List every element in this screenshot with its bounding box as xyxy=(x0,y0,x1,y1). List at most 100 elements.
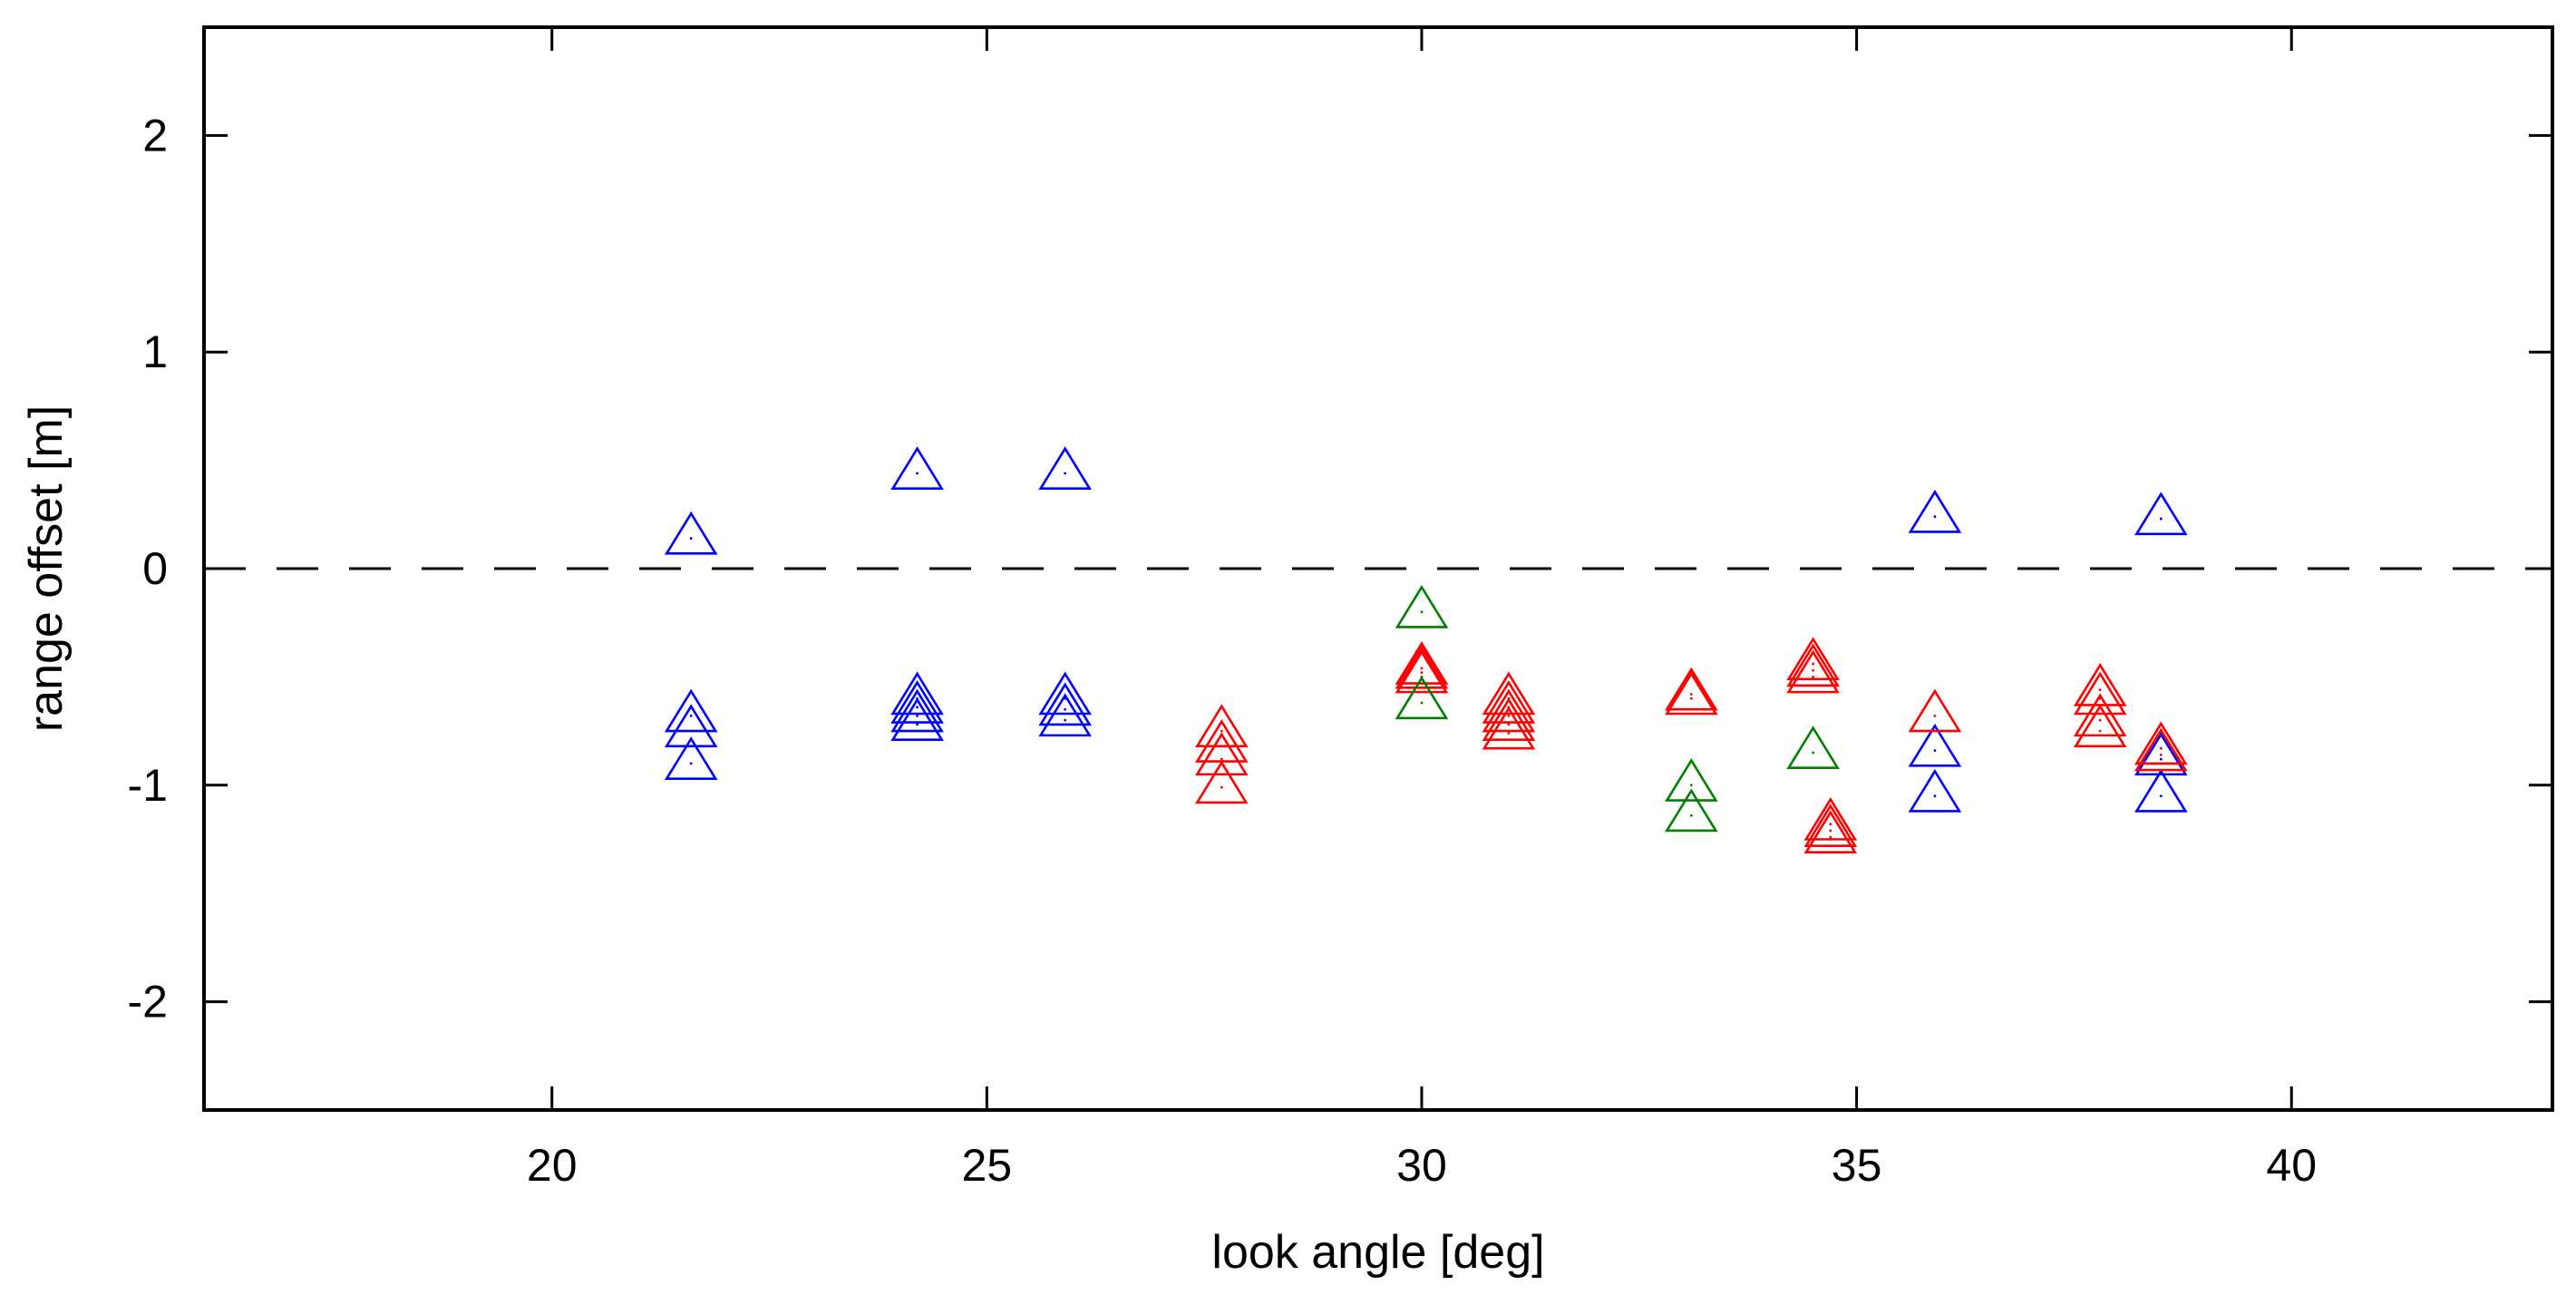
point-blue-2 xyxy=(664,704,718,748)
point-blue-5 xyxy=(890,671,944,716)
point-red-1 xyxy=(1195,719,1249,763)
point-center-dot xyxy=(916,706,919,709)
point-blue-4 xyxy=(890,446,944,490)
y-tick-label: 1 xyxy=(142,326,168,377)
point-blue-15 xyxy=(1908,768,1962,813)
point-center-dot xyxy=(1689,696,1693,700)
point-center-dot xyxy=(1933,749,1937,752)
y-tick-label: 0 xyxy=(142,543,168,594)
point-red-19 xyxy=(1803,810,1858,854)
point-red-7 xyxy=(1482,671,1536,716)
point-center-dot xyxy=(2098,688,2102,692)
point-center-dot xyxy=(689,729,693,733)
point-center-dot xyxy=(916,714,919,717)
plot-layer xyxy=(204,446,2552,854)
point-center-dot xyxy=(1812,751,1815,755)
point-red-4 xyxy=(1395,641,1449,685)
point-red-9 xyxy=(1482,688,1536,733)
point-center-dot xyxy=(1812,662,1815,666)
point-center-dot xyxy=(1829,829,1832,832)
point-blue-12 xyxy=(1038,693,1092,737)
point-blue-17 xyxy=(2134,732,2188,776)
point-red-11 xyxy=(1482,706,1536,750)
point-center-dot xyxy=(1829,823,1832,826)
x-tick-label: 30 xyxy=(1396,1140,1447,1191)
y-tick-label: 2 xyxy=(142,110,168,161)
point-blue-1 xyxy=(664,688,718,733)
point-center-dot xyxy=(916,472,919,475)
point-blue-14 xyxy=(1908,723,1962,767)
point-center-dot xyxy=(2159,753,2163,756)
point-center-dot xyxy=(1420,701,1424,705)
point-red-10 xyxy=(1482,697,1536,741)
point-red-2 xyxy=(1195,732,1249,776)
point-red-14 xyxy=(1786,637,1840,681)
point-blue-16 xyxy=(2134,492,2188,536)
point-green-2 xyxy=(1665,758,1718,802)
point-red-5 xyxy=(1395,645,1449,689)
point-red-24 xyxy=(2073,704,2127,748)
point-center-dot xyxy=(1933,515,1937,519)
series-red xyxy=(1195,637,2188,854)
series-green xyxy=(1395,584,1840,832)
point-red-22 xyxy=(2073,671,2127,716)
point-center-dot xyxy=(689,762,693,765)
point-center-dot xyxy=(2159,794,2163,798)
point-red-6 xyxy=(1395,649,1449,694)
point-blue-0 xyxy=(664,511,718,555)
point-center-dot xyxy=(2159,517,2163,521)
point-red-12 xyxy=(1665,667,1718,711)
x-tick-label: 25 xyxy=(962,1140,1013,1191)
point-center-dot xyxy=(2098,718,2102,722)
point-center-dot xyxy=(1220,757,1223,761)
x-tick-label: 40 xyxy=(2266,1140,2317,1191)
point-blue-3 xyxy=(664,736,718,780)
point-center-dot xyxy=(1689,693,1693,696)
point-red-20 xyxy=(1908,688,1962,733)
point-center-dot xyxy=(1220,745,1223,748)
point-center-dot xyxy=(1507,723,1511,726)
point-blue-11 xyxy=(1038,682,1092,726)
point-red-16 xyxy=(1786,649,1840,694)
point-red-18 xyxy=(1803,803,1858,847)
point-red-13 xyxy=(1665,671,1718,716)
point-center-dot xyxy=(1689,813,1693,817)
point-center-dot xyxy=(2159,746,2163,750)
point-blue-7 xyxy=(890,688,944,733)
point-center-dot xyxy=(2098,729,2102,733)
point-red-3 xyxy=(1195,760,1249,804)
point-blue-13 xyxy=(1908,489,1962,533)
point-center-dot xyxy=(1507,714,1511,717)
point-center-dot xyxy=(689,714,693,717)
ticks-layer: 20 25 30 35 40 -2 -1 0 1 2 xyxy=(128,27,2552,1191)
point-center-dot xyxy=(1220,785,1223,789)
point-center-dot xyxy=(2159,757,2163,761)
series-blue xyxy=(664,446,2188,813)
point-red-0 xyxy=(1195,704,1249,748)
point-red-26 xyxy=(2134,727,2188,772)
point-blue-9 xyxy=(1038,446,1092,490)
point-red-17 xyxy=(1803,797,1858,841)
point-center-dot xyxy=(1812,668,1815,672)
y-axis-label: range offset [m] xyxy=(20,405,73,732)
x-tick-label: 35 xyxy=(1832,1140,1882,1191)
point-red-15 xyxy=(1786,643,1840,687)
point-green-4 xyxy=(1786,725,1840,770)
point-green-1 xyxy=(1395,676,1449,720)
point-blue-6 xyxy=(890,680,944,724)
point-center-dot xyxy=(1812,676,1815,678)
x-tick-label: 20 xyxy=(527,1140,578,1191)
y-tick-label: -1 xyxy=(128,760,168,811)
point-center-dot xyxy=(1064,718,1067,722)
point-center-dot xyxy=(1420,671,1424,675)
point-center-dot xyxy=(1829,835,1832,839)
point-center-dot xyxy=(689,537,693,540)
x-axis-label: look angle [deg] xyxy=(1211,1226,1544,1279)
point-red-8 xyxy=(1482,680,1536,724)
point-center-dot xyxy=(1933,794,1937,798)
point-center-dot xyxy=(1420,667,1424,670)
point-red-23 xyxy=(2073,693,2127,737)
point-blue-10 xyxy=(1038,671,1092,716)
point-center-dot xyxy=(1689,784,1693,787)
